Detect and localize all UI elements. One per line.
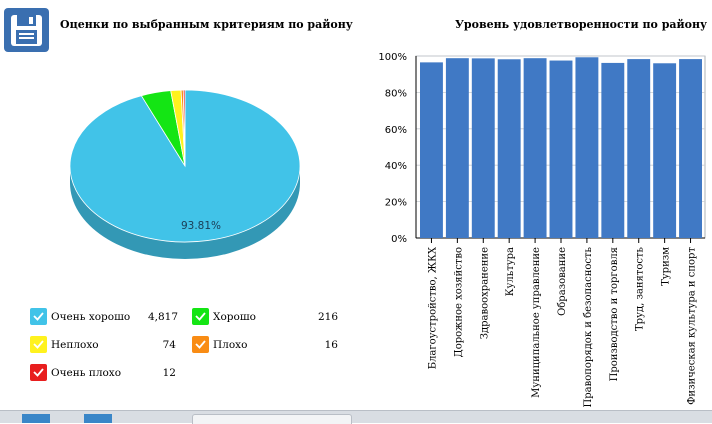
y-tick-label: 100% bbox=[378, 52, 407, 63]
x-tick-label: Труд, занятость bbox=[635, 246, 646, 331]
y-tick-label: 40% bbox=[385, 161, 407, 172]
taskbar bbox=[0, 410, 712, 424]
floppy-disk-icon bbox=[11, 15, 42, 46]
pie-slice-side bbox=[70, 166, 300, 259]
legend-value: 12 bbox=[162, 367, 176, 379]
taskbar-button[interactable] bbox=[84, 414, 112, 423]
y-tick-label: 80% bbox=[385, 88, 407, 99]
check-icon bbox=[33, 312, 44, 321]
x-tick-label: Физическая культура и спорт bbox=[687, 247, 698, 405]
legend-swatch bbox=[30, 336, 47, 353]
taskbar-button[interactable] bbox=[22, 414, 50, 423]
x-tick-label: Муниципальное управление bbox=[531, 247, 542, 398]
bar[interactable] bbox=[679, 59, 702, 239]
legend-item-bad[interactable]: Плохо 16 bbox=[192, 336, 342, 354]
bar-chart: 0% 20% 40% 60% 80% 100% Благоустройство, ЖКХ До… bbox=[378, 52, 706, 407]
x-tick-label: Производство и торговля bbox=[609, 247, 620, 381]
legend-value: 4,817 bbox=[147, 311, 178, 323]
legend-value: 74 bbox=[162, 339, 176, 351]
bar[interactable] bbox=[653, 63, 677, 238]
bar[interactable] bbox=[497, 59, 521, 238]
legend-value: 216 bbox=[317, 311, 338, 323]
bar[interactable] bbox=[601, 62, 625, 238]
legend-item-very-bad[interactable]: Очень плохо 12 bbox=[30, 364, 180, 382]
pie-slice[interactable] bbox=[182, 89, 186, 167]
y-tick-label: 60% bbox=[385, 125, 407, 136]
legend-value: 16 bbox=[324, 339, 338, 351]
legend-item-good[interactable]: Хорошо 216 bbox=[192, 308, 342, 326]
legend-swatch bbox=[192, 336, 209, 353]
check-icon bbox=[195, 340, 206, 349]
legend-label: Очень хорошо bbox=[51, 311, 131, 323]
save-button[interactable] bbox=[4, 8, 49, 52]
check-icon bbox=[195, 312, 206, 321]
pie-data-label: 93.81% bbox=[181, 220, 221, 232]
bar[interactable] bbox=[627, 59, 651, 239]
bar-chart-title: Уровень удовлетворенности по району bbox=[455, 18, 708, 31]
legend-label: Плохо bbox=[213, 339, 248, 351]
pie-depth bbox=[70, 166, 300, 259]
bar[interactable] bbox=[445, 58, 469, 239]
pie-chart-title: Оценки по выбранным критериям по району bbox=[60, 18, 353, 31]
legend-item-very-good[interactable]: Очень хорошо 4,817 bbox=[30, 308, 180, 326]
bar[interactable] bbox=[420, 62, 443, 239]
legend-label: Очень плохо bbox=[51, 367, 122, 379]
check-icon bbox=[33, 340, 44, 349]
pie-slice[interactable] bbox=[69, 89, 301, 243]
legend-item-not-bad[interactable]: Неплохо 74 bbox=[30, 336, 180, 354]
bar[interactable] bbox=[471, 58, 495, 239]
x-tick-label: Здравоохранение bbox=[479, 247, 490, 339]
legend-swatch bbox=[192, 308, 209, 325]
x-tick-label: Правопорядок и безопасность bbox=[583, 246, 594, 407]
x-tick-label: Дорожное хозяйство bbox=[453, 247, 464, 357]
x-tick-label: Образование bbox=[557, 247, 568, 316]
x-tick-label: Культура bbox=[505, 247, 516, 296]
y-tick-label: 20% bbox=[385, 198, 407, 209]
bar[interactable] bbox=[575, 57, 599, 238]
pie-chart: 93.81% bbox=[69, 89, 301, 259]
x-tick-label: Благоустройство, ЖКХ bbox=[427, 246, 438, 369]
bar[interactable] bbox=[549, 60, 573, 238]
taskbar-tab[interactable] bbox=[192, 414, 352, 424]
legend-label: Хорошо bbox=[213, 311, 256, 323]
check-icon bbox=[33, 368, 44, 377]
legend-label: Неплохо bbox=[51, 339, 99, 351]
legend-swatch bbox=[30, 364, 47, 381]
pie-legend: Очень хорошо 4,817 Хорошо 216 Неплохо 74… bbox=[30, 308, 360, 388]
bar[interactable] bbox=[523, 58, 547, 239]
y-tick-label: 0% bbox=[391, 234, 407, 245]
x-tick-label: Туризм bbox=[661, 247, 672, 286]
legend-swatch bbox=[30, 308, 47, 325]
